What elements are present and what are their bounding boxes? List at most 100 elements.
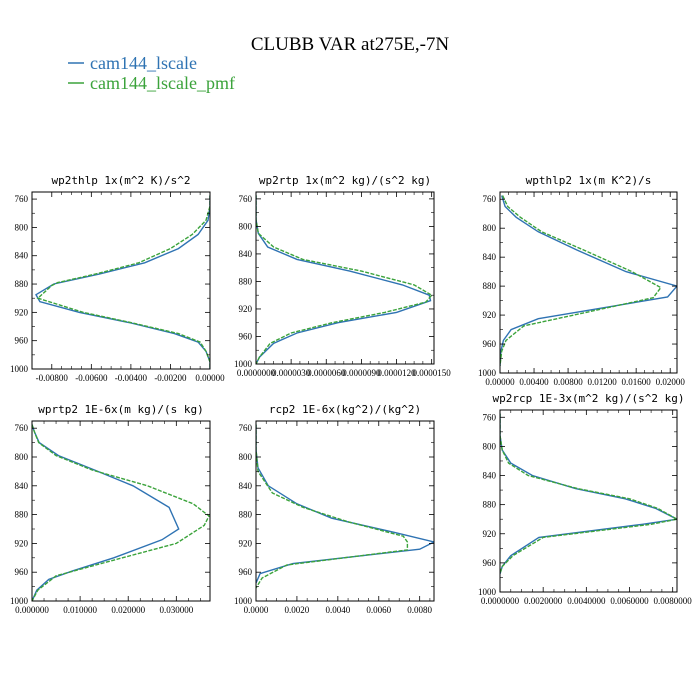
legend-label-cam144-lscale: cam144_lscale: [90, 53, 197, 73]
plot-frame: [499, 191, 678, 374]
series-line-cam144-lscale: [500, 195, 677, 366]
y-tick-label: 1000: [10, 596, 29, 606]
y-tick-label: 880: [483, 500, 497, 510]
x-tick-label: 0.00000: [195, 373, 225, 383]
series-line-cam144-lscale-pmf: [256, 195, 433, 364]
subplot-2: wp2rtp 1x(m^2 kg)/(s^2 kg) 760 800 840 880 92…: [234, 174, 451, 378]
x-tick-label: 0.0000060: [307, 368, 346, 378]
x-tick-label: 0.020000: [111, 605, 145, 615]
plot-frame: [255, 420, 435, 602]
plot-frame: [499, 409, 678, 593]
x-tick-label: 0.00000: [485, 377, 515, 387]
x-tick-label: 0.0040000: [567, 596, 606, 606]
series-line-cam144-lscale-pmf: [500, 413, 677, 575]
y-tick-label: 960: [239, 331, 253, 341]
x-tick-label: 0.000000: [15, 605, 49, 615]
series-line-cam144-lscale: [256, 424, 434, 584]
x-tick-label: 0.0080000: [654, 596, 693, 606]
y-tick-label: 760: [239, 194, 253, 204]
series-line-cam144-lscale: [32, 424, 180, 601]
plot-frame: [31, 191, 211, 370]
x-tick-label: 0.00400: [519, 377, 549, 387]
series-line-cam144-lscale: [35, 195, 210, 369]
x-tick-label: 0.010000: [63, 605, 97, 615]
y-tick-label: 800: [239, 452, 253, 462]
legend-label-cam144-lscale-pmf: cam144_lscale_pmf: [90, 73, 235, 93]
x-tick-label: 0.0000000: [481, 596, 520, 606]
y-tick-label: 960: [483, 339, 497, 349]
y-tick-label: 880: [15, 510, 29, 520]
x-tick-label: -0.00600: [75, 373, 108, 383]
y-tick-label: 760: [483, 412, 497, 422]
x-tick-label: 0.0000: [244, 605, 269, 615]
subplot-5: rcp2 1E-6x(kg^2)/(kg^2) 760 800 840 880 920 96…: [234, 403, 435, 615]
series-line-cam144-lscale: [256, 195, 432, 364]
series-line-cam144-lscale-pmf: [256, 424, 409, 589]
y-tick-label: 840: [483, 471, 497, 481]
y-tick-label: 760: [15, 423, 29, 433]
x-tick-label: -0.00800: [36, 373, 69, 383]
y-tick-label: 1000: [478, 368, 497, 378]
y-tick-label: 800: [483, 441, 497, 451]
x-tick-label: 0.0080: [407, 605, 432, 615]
y-tick-label: 760: [239, 423, 253, 433]
subplot-3: wpthlp2 1x(m K^2)/s 760 800 840 880 920 960 100…: [478, 174, 685, 387]
y-tick-label: 800: [15, 452, 29, 462]
y-tick-label: 920: [15, 538, 29, 548]
subplot-title: wpthlp2 1x(m K^2)/s: [526, 174, 652, 187]
y-tick-label: 1000: [234, 359, 253, 369]
series-line-cam144-lscale-pmf: [500, 195, 662, 366]
x-tick-label: 0.0060: [366, 605, 391, 615]
x-tick-label: -0.00400: [115, 373, 148, 383]
subplot-1: wp2thlp 1x(m^2 K)/s^2 760 800 840 880 920 960 1…: [10, 174, 225, 383]
x-tick-label: 0.0020000: [524, 596, 563, 606]
y-tick-label: 880: [483, 281, 497, 291]
x-tick-label: 0.030000: [159, 605, 193, 615]
subplot-title: wprtp2 1E-6x(m kg)/(s kg): [38, 403, 204, 416]
figure-title: CLUBB VAR at275E,-7N: [251, 34, 450, 55]
x-tick-label: 0.0000000: [237, 368, 276, 378]
subplot-title: wp2rtp 1x(m^2 kg)/(s^2 kg): [259, 174, 431, 187]
y-tick-label: 840: [15, 251, 29, 261]
y-tick-label: 800: [239, 221, 253, 231]
x-tick-label: 0.01600: [622, 377, 652, 387]
y-tick-label: 1000: [10, 364, 29, 374]
y-tick-label: 760: [15, 194, 29, 204]
series-line-cam144-lscale-pmf: [36, 195, 210, 369]
y-tick-label: 840: [483, 252, 497, 262]
subplot-4: wprtp2 1E-6x(m kg)/(s kg) 760 800 840 880 920…: [10, 403, 211, 615]
plot-frame: [31, 420, 211, 602]
x-tick-label: 0.0040: [325, 605, 350, 615]
y-tick-label: 800: [483, 223, 497, 233]
y-tick-label: 920: [483, 310, 497, 320]
x-tick-label: 0.00800: [553, 377, 583, 387]
y-tick-label: 1000: [478, 587, 497, 597]
x-tick-label: 0.01200: [587, 377, 617, 387]
y-tick-label: 1000: [234, 596, 253, 606]
x-tick-label: 0.0000030: [272, 368, 311, 378]
series-line-cam144-lscale: [500, 413, 677, 575]
x-tick-label: -0.00200: [154, 373, 187, 383]
series-line-cam144-lscale-pmf: [32, 424, 210, 601]
y-tick-label: 960: [15, 336, 29, 346]
y-tick-label: 960: [15, 567, 29, 577]
plot-frame: [255, 191, 435, 365]
subplot-title: wp2thlp 1x(m^2 K)/s^2: [51, 174, 190, 187]
subplot-6: wp2rcp 1E-3x(m^2 kg)/(s^2 kg) 760 800 840 88…: [478, 392, 692, 606]
y-tick-label: 840: [239, 249, 253, 259]
x-tick-label: 0.0000090: [342, 368, 381, 378]
x-tick-label: 0.0020: [285, 605, 310, 615]
y-tick-label: 880: [15, 279, 29, 289]
subplot-title: rcp2 1E-6x(kg^2)/(kg^2): [269, 403, 421, 416]
y-tick-label: 840: [239, 481, 253, 491]
y-tick-label: 960: [483, 558, 497, 568]
y-tick-label: 920: [15, 307, 29, 317]
x-tick-label: 0.0000120: [377, 368, 416, 378]
x-tick-label: 0.0000150: [413, 368, 452, 378]
y-tick-label: 920: [483, 529, 497, 539]
subplot-title: wp2rcp 1E-3x(m^2 kg)/(s^2 kg): [492, 392, 684, 405]
y-tick-label: 920: [239, 304, 253, 314]
x-tick-label: 0.02000: [656, 377, 686, 387]
y-tick-label: 920: [239, 538, 253, 548]
